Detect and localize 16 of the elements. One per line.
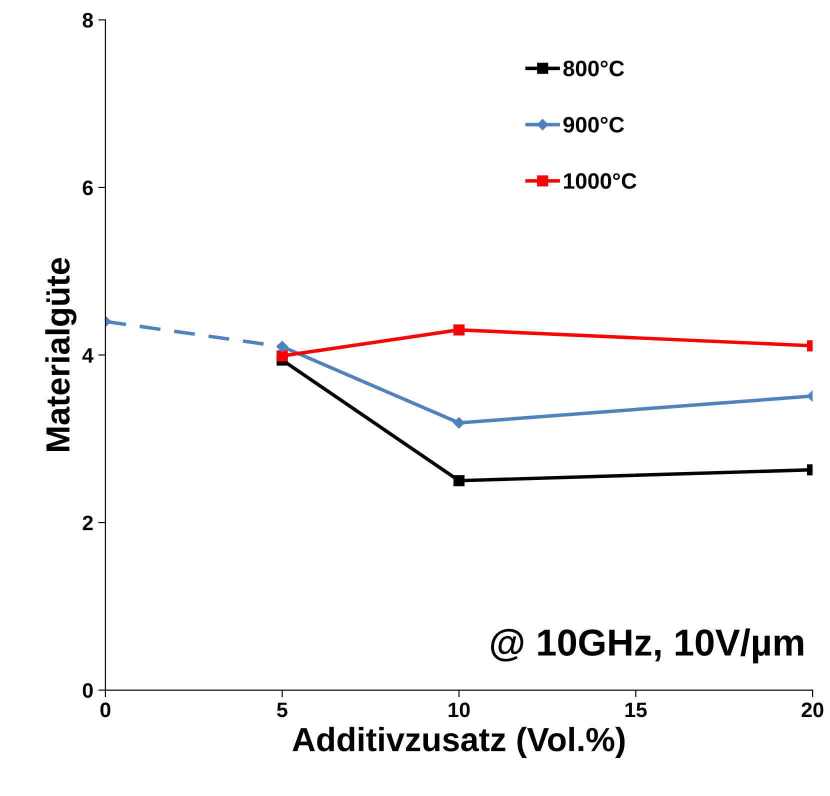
- x-tick-label: 5: [277, 702, 288, 718]
- y-tick-label: 4: [82, 348, 94, 363]
- y-tick-label: 2: [82, 516, 93, 530]
- y-axis-title: Materialgüte: [45, 258, 76, 451]
- y-tick-label: 8: [82, 12, 93, 28]
- legend-label: 900°C: [563, 116, 624, 133]
- x-tick-label: 20: [802, 702, 824, 718]
- y-tick-label: 0: [82, 683, 93, 698]
- y-tick-label: 6: [82, 180, 93, 196]
- x-tick-label: 10: [448, 702, 470, 718]
- legend-label: 800°C: [563, 60, 624, 76]
- legend-label: 1000°C: [564, 173, 636, 189]
- annotation: @ 10GHz, 10V/µm: [491, 628, 804, 664]
- x-tick-label: 0: [100, 702, 110, 718]
- x-axis-title: Additivzusatz (Vol.%): [292, 726, 625, 758]
- x-tick-label: 15: [626, 702, 647, 718]
